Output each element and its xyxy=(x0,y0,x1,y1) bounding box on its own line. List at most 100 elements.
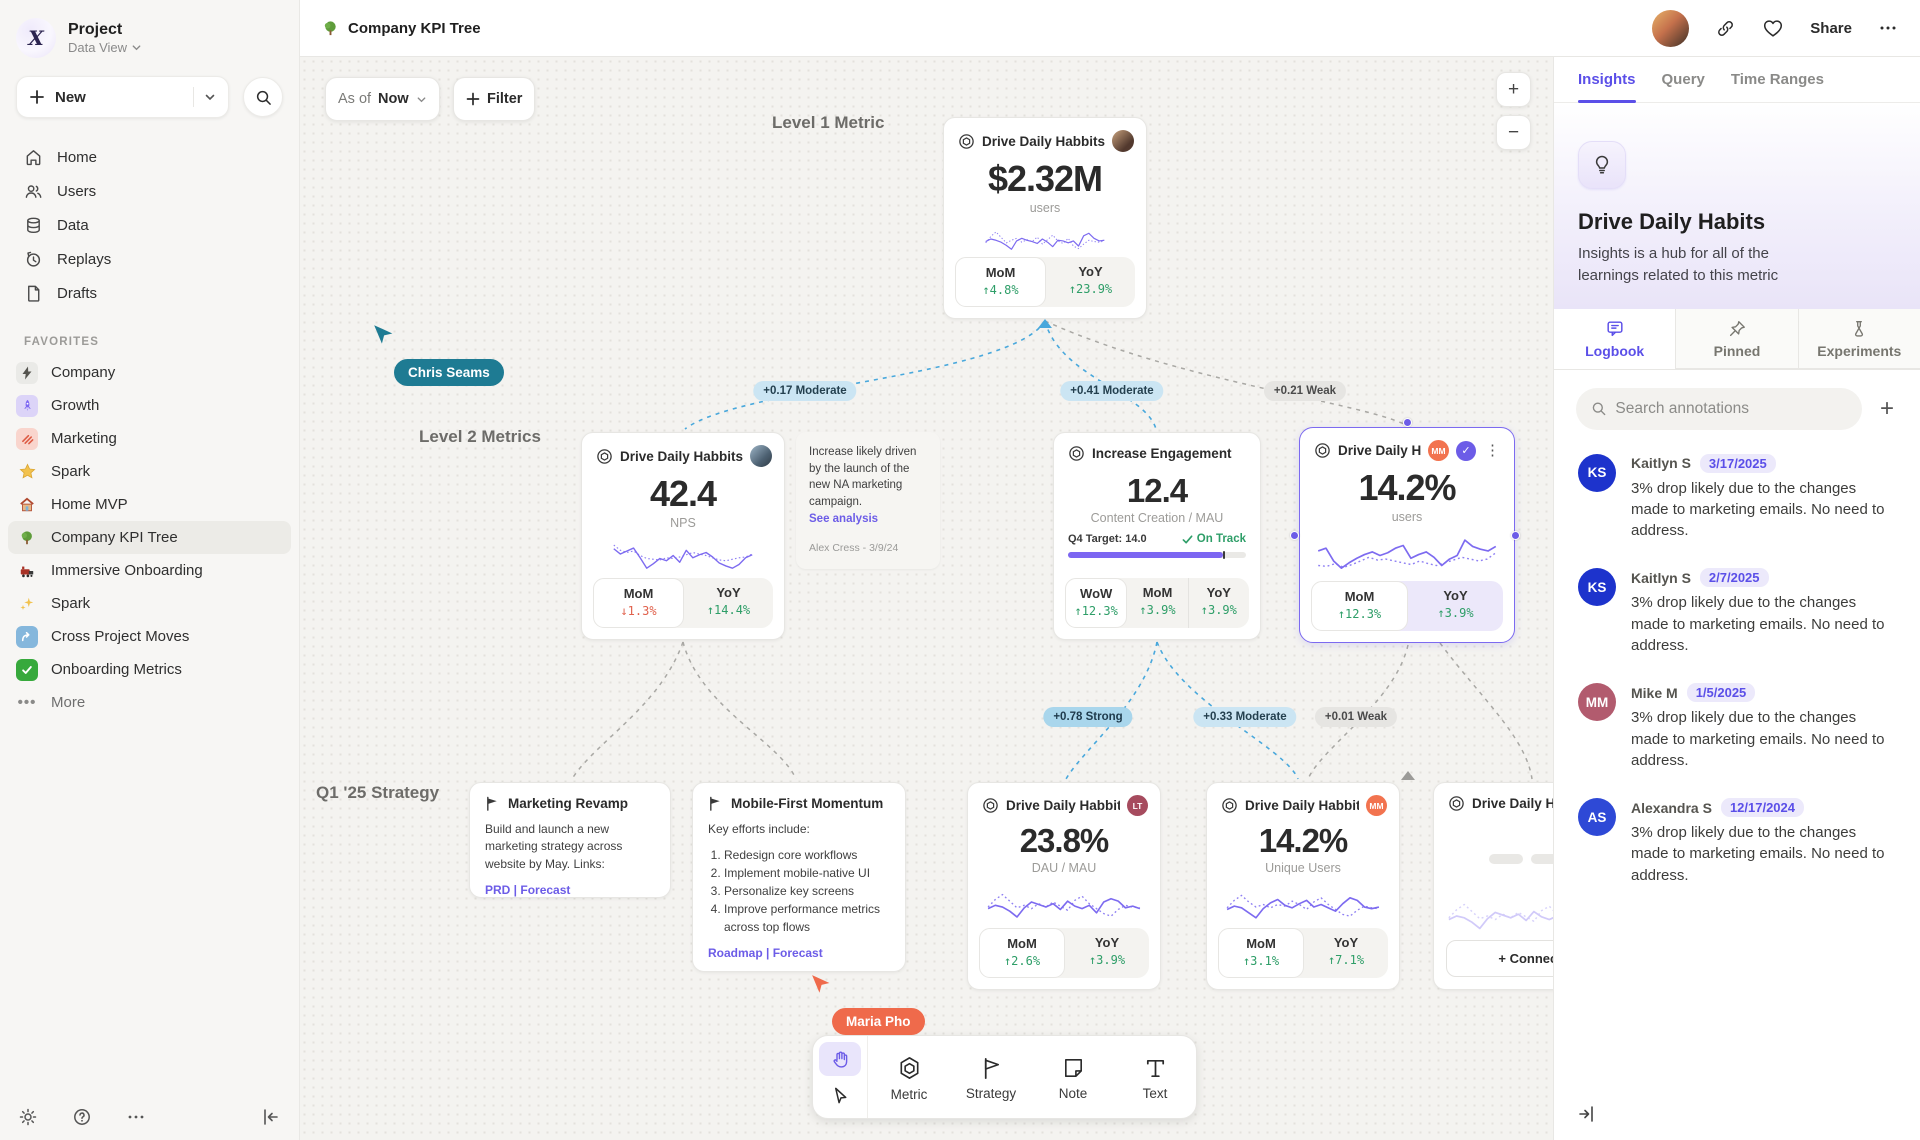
collapse-sidebar-icon[interactable] xyxy=(261,1107,281,1127)
user-avatar[interactable] xyxy=(1652,9,1690,47)
wow-cell[interactable]: WoW ↑12.3% xyxy=(1065,578,1128,628)
zoom-in-button[interactable]: + xyxy=(1496,72,1531,107)
mom-cell[interactable]: MoM ↑3.9% xyxy=(1127,578,1187,628)
sidebar-item-company[interactable]: Company xyxy=(8,356,291,389)
help-icon[interactable] xyxy=(72,1107,92,1127)
sidebar-item-onboarding-metrics[interactable]: Onboarding Metrics xyxy=(8,653,291,686)
metric-card-level1[interactable]: Drive Daily Habbits $2.32M users MoM ↑4.… xyxy=(943,117,1147,319)
annotation-search-input[interactable] xyxy=(1576,387,1862,430)
search-input[interactable] xyxy=(1615,399,1847,418)
selection-handle[interactable] xyxy=(1403,418,1412,427)
mom-cell[interactable]: MoM ↑3.1% xyxy=(1218,928,1304,978)
annotation-item[interactable]: KS Kaitlyn S 3/17/2025 3% drop likely du… xyxy=(1578,453,1896,542)
canvas-note[interactable]: Increase likely driven by the launch of … xyxy=(796,432,940,569)
strategy-links[interactable]: PRD | Forecast xyxy=(485,883,571,898)
sidebar-item-replays[interactable]: Replays xyxy=(10,242,289,276)
sidebar-item-growth[interactable]: Growth xyxy=(8,389,291,422)
strategy-label: Q1 '25 Strategy xyxy=(316,783,440,802)
see-analysis-link[interactable]: See analysis xyxy=(809,512,879,525)
zoom-out-button[interactable]: − xyxy=(1496,115,1531,150)
annotation-avatar: MM xyxy=(1578,683,1616,722)
subtab-pinned[interactable]: Pinned xyxy=(1675,308,1798,369)
metric-card-unique-users[interactable]: Drive Daily Habbits MM 14.2% Unique User… xyxy=(1206,782,1400,990)
mom-cell[interactable]: MoM ↑4.8% xyxy=(955,257,1046,307)
annotation-item[interactable]: KS Kaitlyn S 2/7/2025 3% drop likely due… xyxy=(1578,568,1896,656)
hand-tool-button[interactable] xyxy=(819,1042,861,1076)
card-menu-icon[interactable]: ⋮ xyxy=(1485,442,1500,459)
connect-button[interactable]: + Connect xyxy=(1446,940,1553,977)
mom-cell[interactable]: MoM ↑2.6% xyxy=(979,928,1065,978)
mom-cell[interactable]: MoM ↑12.3% xyxy=(1311,581,1408,631)
strategy-card-mobile-first[interactable]: Mobile-First Momentum Key efforts includ… xyxy=(692,782,906,972)
sidebar-item-home-mvp[interactable]: Home MVP xyxy=(8,488,291,521)
tree-icon xyxy=(16,527,38,549)
sidebar-item-drafts[interactable]: Drafts xyxy=(10,276,289,310)
annotation-search-row: + xyxy=(1554,370,1920,436)
metric-card-selected[interactable]: Drive Daily Habb.. MM ✓ ⋮ 14.2% users Mo… xyxy=(1299,427,1515,643)
sidebar-item-spark-2[interactable]: Spark xyxy=(8,587,291,620)
sidebar-search-button[interactable] xyxy=(243,77,283,117)
select-tool-button[interactable] xyxy=(819,1078,861,1112)
note-tool-button[interactable]: Note xyxy=(1032,1036,1114,1118)
yoy-cell[interactable]: YoY ↑7.1% xyxy=(1304,928,1388,978)
metric-tool-button[interactable]: Metric xyxy=(868,1036,950,1118)
yoy-delta: ↑3.9% xyxy=(1437,606,1474,620)
as-of-control[interactable]: As of Now xyxy=(325,77,440,121)
yoy-cell[interactable]: YoY ↑14.4% xyxy=(684,578,773,628)
kpi-tree-canvas[interactable]: +0.17 Moderate +0.41 Moderate +0.21 Weak… xyxy=(300,57,1553,1140)
annotation-author: Kaitlyn S xyxy=(1631,569,1691,586)
sidebar-item-users[interactable]: Users xyxy=(10,174,289,208)
more-options-icon[interactable] xyxy=(1878,18,1898,38)
selection-handle[interactable] xyxy=(1290,531,1299,540)
annotation-item[interactable]: MM Mike M 1/5/2025 3% drop likely due to… xyxy=(1578,683,1896,771)
share-button[interactable]: Share xyxy=(1810,19,1852,37)
sidebar-item-cross-project-moves[interactable]: Cross Project Moves xyxy=(8,620,291,653)
tab-insights[interactable]: Insights xyxy=(1578,57,1636,103)
metric-title: Drive Daily Habbits xyxy=(620,448,743,464)
metric-card-nps[interactable]: Drive Daily Habbits 42.4 NPS MoM ↓1.3% Y… xyxy=(581,432,785,640)
new-button[interactable]: New xyxy=(16,76,229,118)
tab-time-ranges[interactable]: Time Ranges xyxy=(1730,71,1824,88)
metric-card-partial[interactable]: Drive Daily Hab + Connect xyxy=(1433,782,1553,990)
chevron-down-icon[interactable] xyxy=(204,91,216,103)
add-annotation-button[interactable]: + xyxy=(1879,394,1894,422)
draft-file-icon xyxy=(28,285,40,302)
copy-link-icon[interactable] xyxy=(1715,18,1736,39)
text-tool-button[interactable]: Text xyxy=(1114,1036,1196,1118)
strategy-tool-button[interactable]: Strategy xyxy=(950,1036,1032,1118)
filter-label: Filter xyxy=(487,91,523,107)
sidebar-item-home[interactable]: Home xyxy=(10,140,289,174)
sidebar-item-marketing[interactable]: Marketing xyxy=(8,422,291,455)
more-options-icon[interactable] xyxy=(126,1107,146,1127)
settings-gear-icon[interactable] xyxy=(18,1107,38,1127)
sidebar-item-immersive-onboarding[interactable]: Immersive Onboarding xyxy=(8,554,291,587)
sidebar-more-button[interactable]: ••• More xyxy=(8,686,291,719)
annotation-item[interactable]: AS Alexandra S 12/17/2024 3% drop likely… xyxy=(1578,798,1896,886)
yoy-cell[interactable]: YoY ↑3.9% xyxy=(1065,928,1149,978)
project-switcher[interactable]: Project Data View xyxy=(68,21,142,55)
yoy-cell[interactable]: YoY ↑23.9% xyxy=(1046,257,1135,307)
filter-button[interactable]: Filter xyxy=(453,77,536,121)
metric-card-dau-mau[interactable]: Drive Daily Habbits LT 23.8% DAU / MAU M… xyxy=(967,782,1161,990)
metric-card-engagement[interactable]: Increase Engagement 12.4 Content Creatio… xyxy=(1053,432,1261,640)
subtab-logbook[interactable]: Logbook xyxy=(1554,308,1676,369)
favorite-label: Cross Project Moves xyxy=(51,628,190,645)
sidebar-item-spark[interactable]: Spark xyxy=(8,455,291,488)
collapse-panel-icon[interactable] xyxy=(1576,1104,1596,1124)
subtab-experiments[interactable]: Experiments xyxy=(1797,308,1920,369)
cursor-name-label: Maria Pho xyxy=(832,1008,925,1035)
plus-icon xyxy=(30,90,44,104)
favorite-heart-icon[interactable] xyxy=(1762,17,1784,39)
wow-delta: ↑12.3% xyxy=(1074,604,1118,618)
selection-handle[interactable] xyxy=(1511,531,1520,540)
favorite-label: Home MVP xyxy=(51,496,128,513)
sidebar-item-data[interactable]: Data xyxy=(10,208,289,242)
tab-query[interactable]: Query xyxy=(1661,71,1705,88)
mom-delta: ↑3.1% xyxy=(1242,954,1280,968)
yoy-cell[interactable]: YoY ↑3.9% xyxy=(1187,578,1249,628)
strategy-links[interactable]: Roadmap | Forecast xyxy=(708,946,823,961)
strategy-card-marketing-revamp[interactable]: Marketing Revamp Build and launch a new … xyxy=(469,782,671,898)
yoy-cell[interactable]: YoY ↑3.9% xyxy=(1408,581,1503,631)
mom-cell[interactable]: MoM ↓1.3% xyxy=(593,578,684,628)
sidebar-item-company-kpi-tree[interactable]: Company KPI Tree xyxy=(8,521,291,554)
